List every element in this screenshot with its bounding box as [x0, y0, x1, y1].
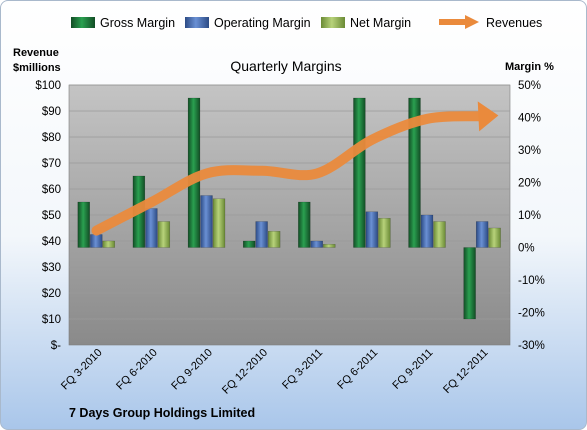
right-tick-label: -20% — [518, 308, 545, 320]
right-tick-label: -30% — [518, 340, 545, 352]
left-tick-label: $- — [51, 340, 61, 352]
right-tick-label: 20% — [518, 178, 541, 190]
category-label: FQ 9-2011 — [390, 347, 435, 392]
right-tick-label: 50% — [518, 80, 541, 92]
gross-margin-bar — [242, 240, 256, 248]
legend-arrowhead-icon — [465, 15, 479, 29]
gross-margin-bar — [353, 97, 366, 248]
operating-margin-bar — [310, 240, 323, 248]
net-margin-bar — [488, 227, 501, 248]
gridlines — [69, 84, 510, 320]
legend-gross-label: Gross Margin — [100, 16, 175, 30]
net-margin-bar — [102, 240, 115, 248]
left-tick-label: $10 — [42, 314, 61, 326]
chart-title: Quarterly Margins — [230, 58, 341, 74]
right-axis-title: Margin % — [505, 61, 554, 73]
right-tick-label: 0% — [518, 243, 535, 255]
revenues-line — [91, 111, 488, 236]
left-axis-title-line2: $millions — [13, 62, 61, 74]
right-tick-label: -10% — [518, 275, 545, 287]
category-label: FQ 12-2011 — [441, 347, 490, 396]
right-axis-ticks: -30% -20% -10% 0% 10% 20% 30% 40% 50% — [518, 80, 545, 352]
left-axis-ticks: $- $10 $20 $30 $40 $50 $60 $70 $80 $90 $100 — [35, 80, 61, 352]
operating-margin-bar — [145, 208, 158, 248]
gross-margin-bar — [463, 247, 476, 320]
category-label: FQ 3-2011 — [280, 347, 325, 392]
company-name: 7 Days Group Holdings Limited — [69, 406, 255, 420]
operating-margin-bar — [200, 195, 213, 248]
legend-operating-label: Operating Margin — [214, 16, 311, 30]
net-margin-bar — [323, 244, 336, 248]
left-tick-label: $70 — [42, 158, 61, 170]
left-tick-label: $50 — [42, 210, 61, 222]
left-tick-label: $80 — [42, 132, 61, 144]
category-labels: FQ 3-2010 FQ 6-2010 FQ 9-2010 FQ 12-2010 FQ … — [59, 347, 491, 397]
legend-swatch-operating — [185, 17, 209, 28]
category-label: FQ 9-2010 — [169, 347, 215, 393]
bars — [77, 97, 501, 320]
operating-margin-bar — [475, 221, 489, 248]
right-tick-label: 30% — [518, 145, 541, 157]
net-margin-bar — [433, 221, 446, 248]
gross-margin-bar — [408, 97, 421, 248]
legend-swatch-net — [321, 17, 345, 28]
right-tick-label: 40% — [518, 113, 541, 125]
net-margin-bar — [378, 218, 391, 248]
category-label: FQ 6-2010 — [114, 347, 160, 393]
revenues-arrowhead-icon — [477, 101, 499, 132]
gross-margin-bar — [77, 201, 90, 248]
revenue-line — [91, 101, 499, 236]
category-label: FQ 12-2010 — [220, 347, 270, 397]
operating-margin-bar — [420, 214, 434, 248]
right-tick-label: 10% — [518, 210, 541, 222]
left-tick-label: $60 — [42, 184, 61, 196]
legend-swatch-gross — [71, 17, 95, 28]
left-axis-title-line1: Revenue — [13, 47, 59, 59]
net-margin-bar — [212, 198, 226, 248]
left-tick-label: $20 — [42, 288, 61, 300]
legend: Gross Margin Operating Margin Net Margin… — [71, 15, 542, 30]
legend-net-label: Net Margin — [350, 16, 411, 30]
left-tick-label: $30 — [42, 262, 61, 274]
operating-margin-bar — [255, 221, 268, 248]
net-margin-bar — [157, 221, 171, 248]
gross-margin-bar — [298, 201, 311, 248]
legend-revenues-label: Revenues — [486, 16, 542, 30]
left-tick-label: $90 — [42, 106, 61, 118]
category-label: FQ 3-2010 — [59, 347, 105, 393]
operating-margin-bar — [365, 211, 379, 248]
net-margin-bar — [267, 231, 281, 248]
left-tick-label: $100 — [35, 80, 61, 92]
operating-margin-bar — [90, 234, 103, 248]
category-label: FQ 6-2011 — [335, 347, 380, 392]
left-tick-label: $40 — [42, 236, 61, 248]
